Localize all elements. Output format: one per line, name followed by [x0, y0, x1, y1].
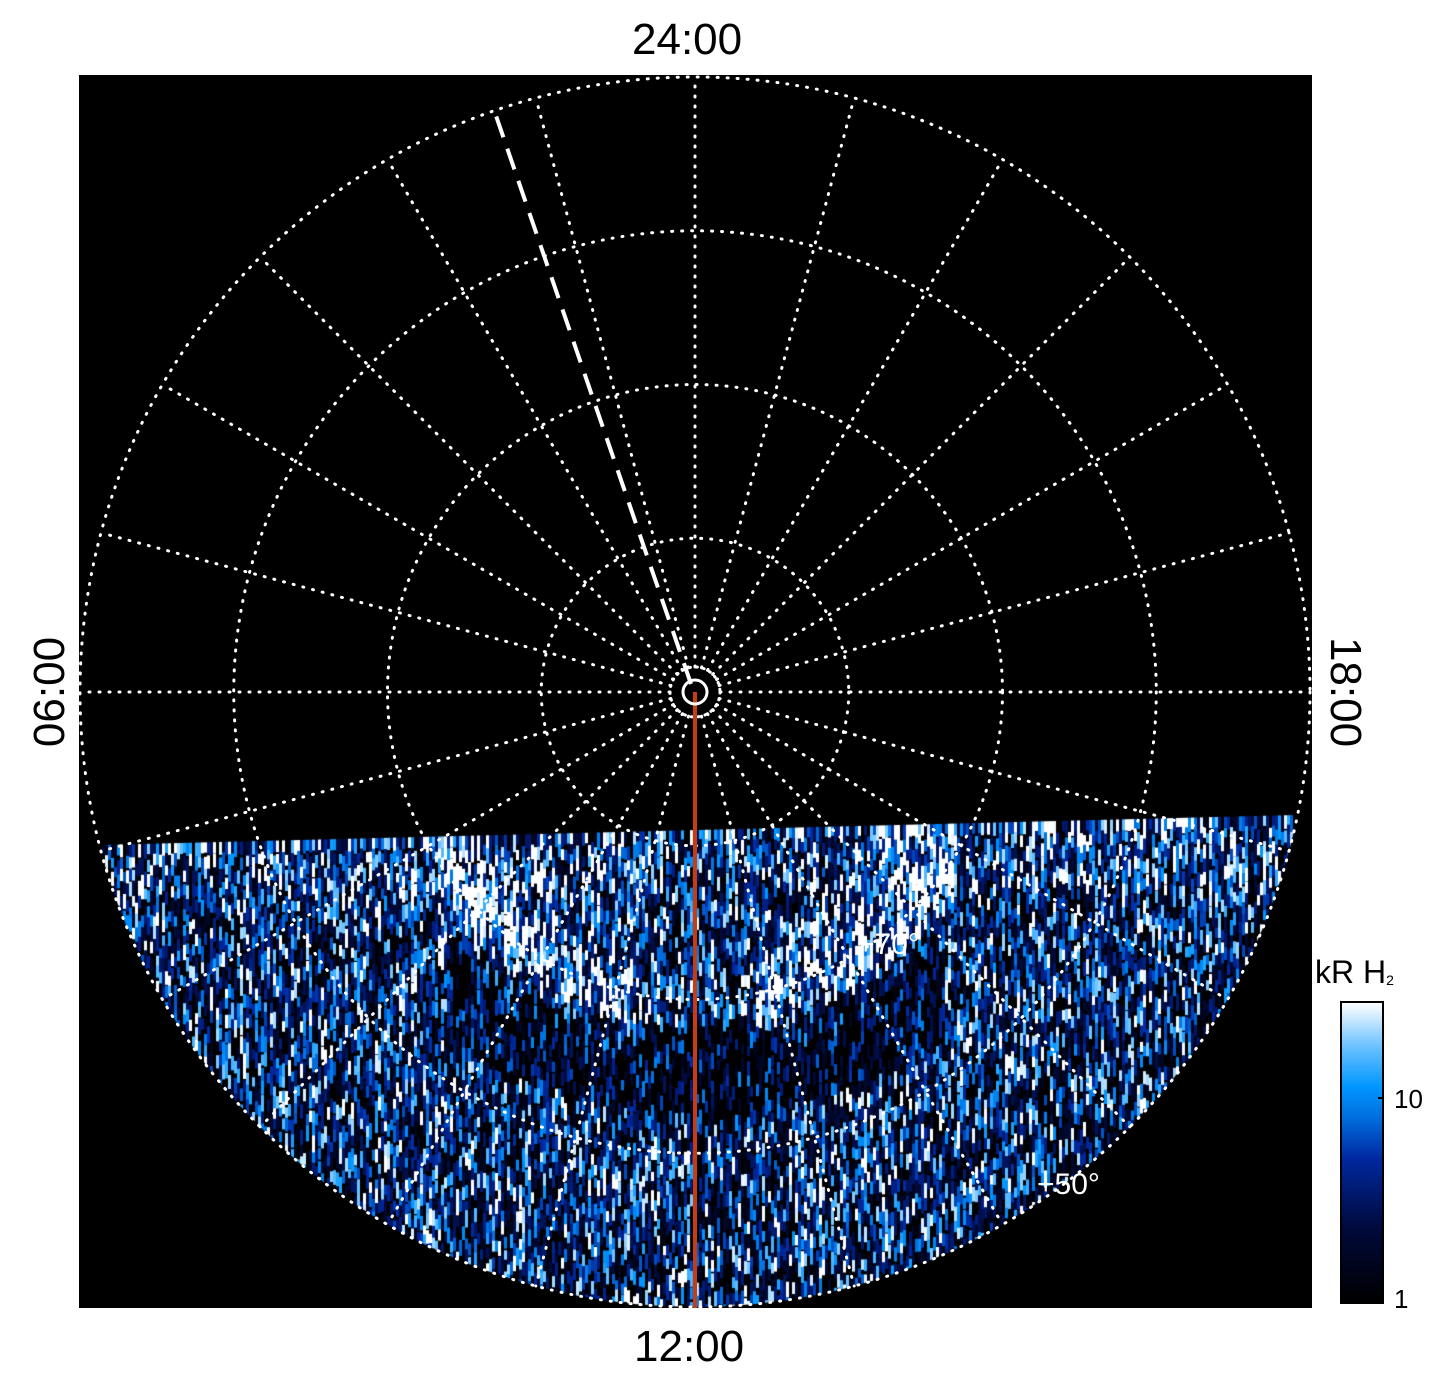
- dashed-reference-line: [491, 106, 693, 685]
- local-time-meridian-11: [534, 714, 691, 1288]
- latitude-label-70: +70°: [857, 928, 920, 961]
- local-time-meridian-20: [715, 383, 1230, 681]
- local-time-label-bottom: 12:00: [634, 1322, 745, 1371]
- colorbar-tick-label-10: 10: [1394, 1084, 1423, 1114]
- local-time-meridian-17: [717, 696, 1291, 853]
- colorbar: [1340, 1001, 1384, 1304]
- local-time-meridian-2: [386, 157, 684, 672]
- latitude-label-50: +50°: [1037, 1168, 1100, 1201]
- local-time-meridian-1: [534, 96, 691, 670]
- local-time-meridian-3: [258, 255, 679, 676]
- colorbar-unit: kR H: [1315, 954, 1387, 990]
- local-time-meridian-14: [706, 712, 1004, 1227]
- colorbar-title: kR H2: [1315, 956, 1394, 988]
- polar-plot-area: +70° +50°: [79, 75, 1312, 1308]
- local-time-meridian-23: [699, 96, 856, 670]
- local-time-meridian-8: [160, 703, 675, 1001]
- local-time-meridian-10: [386, 712, 684, 1227]
- local-time-meridian-9: [258, 708, 679, 1129]
- latitude-ring-50: [79, 75, 1312, 1308]
- local-time-meridian-7: [99, 696, 673, 853]
- local-time-meridian-13: [699, 714, 856, 1288]
- local-time-meridian-5: [99, 531, 673, 688]
- local-time-meridian-19: [717, 531, 1291, 688]
- local-time-label-right: 18:00: [1321, 636, 1370, 748]
- local-time-meridian-4: [160, 383, 675, 681]
- colorbar-subscript: 2: [1386, 972, 1394, 988]
- local-time-label-left: 06:00: [25, 636, 74, 748]
- pole-marker-circle: [681, 678, 709, 706]
- polar-grid: [79, 75, 1312, 1308]
- local-time-meridian-15: [711, 708, 1132, 1129]
- local-time-meridian-21: [711, 255, 1132, 676]
- local-time-meridian-16: [715, 703, 1230, 1001]
- latitude-ring-60: [232, 229, 1158, 1155]
- local-time-label-top: 24:00: [632, 15, 743, 64]
- colorbar-tick-label-1: 1: [1394, 1284, 1409, 1314]
- local-time-meridian-22: [706, 157, 1004, 672]
- colorbar-tick-10: [1378, 1097, 1384, 1099]
